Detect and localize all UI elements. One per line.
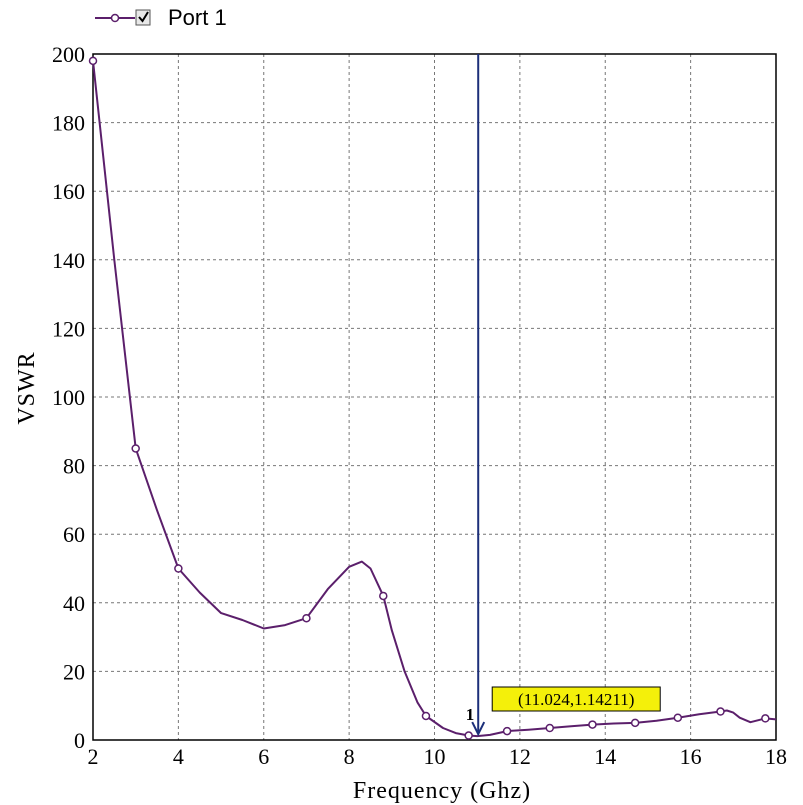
x-tick-label: 6 [258, 744, 269, 769]
x-tick-label: 10 [424, 744, 446, 769]
series-port-1 [88, 56, 777, 740]
data-point [421, 711, 431, 721]
data-point [761, 714, 770, 723]
y-tick-label: 120 [52, 316, 85, 341]
marker-arrow-icon [471, 721, 486, 737]
grid [93, 54, 776, 740]
y-axis-label: VSWR [14, 351, 40, 424]
y-tick-labels: 0 20 40 60 80 100 120 140 160 180 200 [52, 42, 85, 753]
data-point [302, 613, 311, 623]
legend-marker [110, 13, 120, 23]
data-point [379, 591, 388, 601]
y-tick-label: 20 [63, 659, 85, 684]
marker-readout-box [491, 686, 661, 712]
data-point [545, 723, 555, 733]
x-tick-label: 16 [680, 744, 702, 769]
marker-id: 1 [466, 705, 475, 724]
data-point [673, 713, 683, 722]
checkmark-icon [138, 11, 149, 23]
data-point [588, 720, 597, 729]
x-tick-label: 18 [765, 744, 787, 769]
data-point [88, 56, 98, 66]
y-tick-label: 60 [63, 522, 85, 547]
series-line [92, 60, 777, 738]
legend: Port 1 [95, 5, 227, 30]
x-tick-label: 8 [344, 744, 355, 769]
y-tick-label: 0 [74, 728, 85, 753]
y-tick-label: 140 [52, 248, 85, 273]
y-tick-label: 80 [63, 454, 85, 479]
x-tick-label: 12 [509, 744, 531, 769]
y-tick-label: 160 [52, 179, 85, 204]
data-point [502, 726, 512, 736]
x-tick-label: 14 [594, 744, 616, 769]
data-point [464, 731, 473, 740]
data-point [630, 718, 640, 728]
legend-label-port-1: Port 1 [168, 5, 227, 30]
y-tick-label: 200 [52, 42, 85, 67]
y-tick-label: 100 [52, 385, 85, 410]
frequency-marker[interactable]: 1 (11.024,1.14211) [466, 54, 661, 737]
data-point [174, 564, 183, 573]
x-tick-labels: 2 4 6 8 10 12 14 16 18 [88, 744, 788, 769]
x-tick-label: 2 [88, 744, 99, 769]
data-point [131, 444, 140, 453]
x-axis-label: Frequency (Ghz) [353, 778, 531, 804]
x-tick-label: 4 [173, 744, 184, 769]
plot-frame [92, 53, 777, 741]
marker-readout: (11.024,1.14211) [518, 690, 634, 709]
y-tick-label: 180 [52, 111, 85, 136]
y-tick-label: 40 [63, 591, 85, 616]
data-point [716, 707, 725, 716]
